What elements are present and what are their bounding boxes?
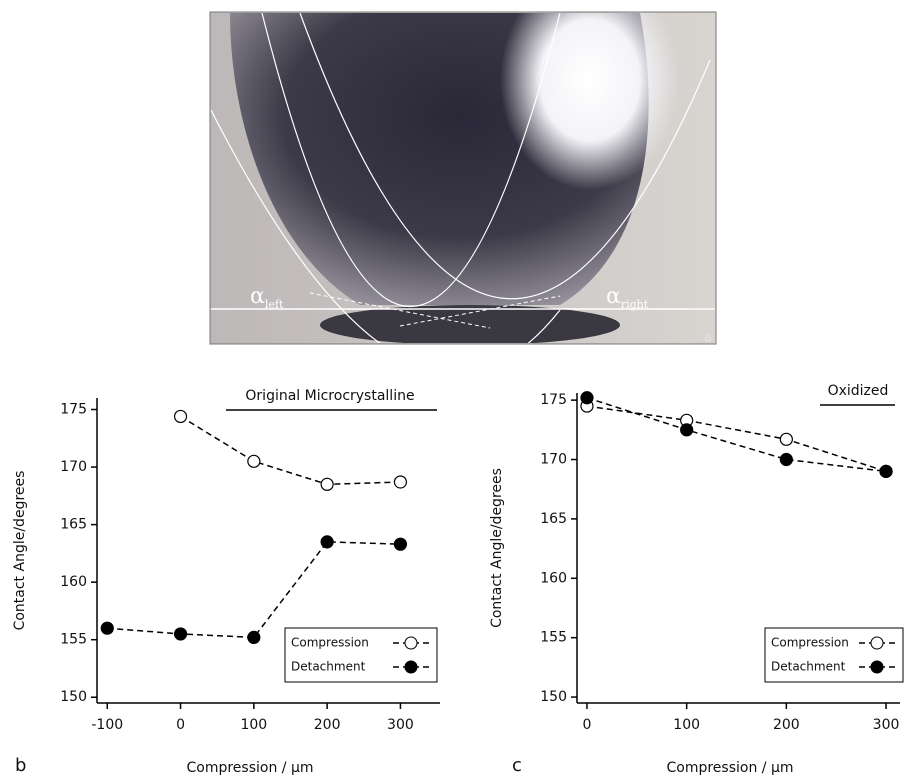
y-tick-label: 170 (540, 452, 567, 468)
marker (880, 465, 892, 477)
marker (394, 538, 406, 550)
y-tick-label: 160 (60, 574, 87, 590)
marker (581, 392, 593, 404)
panel-label: c (512, 755, 522, 776)
y-tick-label: 170 (60, 459, 87, 475)
legend-label: Compression (291, 636, 369, 650)
series-line (107, 542, 400, 638)
angle-symbol: α (606, 284, 621, 309)
x-tick-label: 0 (583, 717, 592, 733)
x-tick-label: 300 (387, 717, 414, 733)
reflection (320, 305, 620, 345)
y-tick-label: 175 (540, 392, 567, 408)
panel-label: a (704, 331, 712, 346)
y-axis-label: Contact Angle/degrees (12, 471, 28, 631)
y-tick-label: 155 (540, 630, 567, 646)
marker (101, 622, 113, 634)
legend-marker (871, 661, 883, 673)
marker (321, 536, 333, 548)
annotation: Original Microcrystalline (245, 388, 414, 404)
y-tick-label: 165 (540, 511, 567, 527)
marker (394, 476, 406, 488)
series-line (181, 416, 401, 484)
series-line (587, 406, 886, 471)
y-tick-label: 160 (540, 570, 567, 586)
legend-marker (871, 637, 883, 649)
legend-label: Compression (771, 636, 849, 650)
legend-marker (405, 661, 417, 673)
x-tick-label: -100 (91, 717, 123, 733)
marker (248, 631, 260, 643)
legend-label: Detachment (771, 660, 846, 674)
panel-label: b (15, 755, 26, 776)
angle-subscript: left (265, 298, 284, 311)
marker (780, 454, 792, 466)
marker (780, 433, 792, 445)
x-tick-label: 0 (176, 717, 185, 733)
x-tick-label: 200 (773, 717, 800, 733)
figure: αleft αright a 150155160165170175-100010… (0, 0, 905, 778)
angle-subscript: right (621, 298, 649, 311)
marker (175, 628, 187, 640)
angle-symbol: α (250, 284, 265, 309)
y-tick-label: 175 (60, 402, 87, 418)
legend-marker (405, 637, 417, 649)
series-line (587, 398, 886, 472)
y-tick-label: 150 (540, 689, 567, 705)
x-tick-label: 100 (240, 717, 267, 733)
page: αleft αright a 150155160165170175-100010… (0, 0, 905, 778)
marker (321, 478, 333, 490)
marker (681, 424, 693, 436)
y-axis-label: Contact Angle/degrees (489, 468, 505, 628)
y-tick-label: 165 (60, 517, 87, 533)
photo: αleft αright a (210, 0, 716, 372)
x-tick-label: 300 (873, 717, 900, 733)
legend-label: Detachment (291, 660, 366, 674)
marker (175, 410, 187, 422)
y-tick-label: 150 (60, 689, 87, 705)
marker (248, 455, 260, 467)
x-tick-label: 100 (673, 717, 700, 733)
annotation: Oxidized (828, 383, 889, 399)
x-axis-label: Compression / µm (186, 760, 313, 776)
x-tick-label: 200 (314, 717, 341, 733)
y-tick-label: 155 (60, 632, 87, 648)
x-axis-label: Compression / µm (666, 760, 793, 776)
